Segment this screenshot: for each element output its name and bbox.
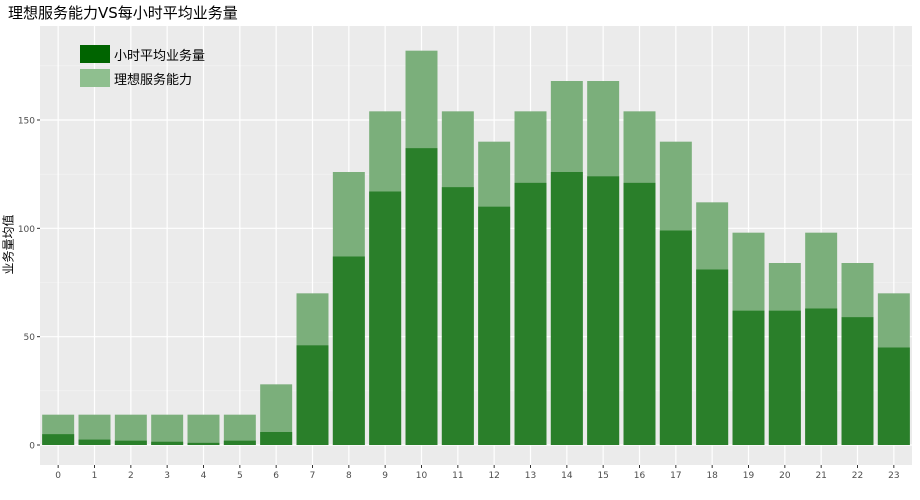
avg-volume-bar — [732, 310, 765, 445]
x-tick-label: 7 — [310, 471, 316, 481]
avg-volume-bar — [78, 439, 111, 445]
x-tick-label: 2 — [128, 471, 134, 481]
x-tick-label: 16 — [634, 471, 646, 481]
x-tick-label: 1 — [92, 471, 98, 481]
legend: 小时平均业务量 理想服务能力 — [80, 42, 205, 90]
legend-item-avg: 小时平均业务量 — [80, 42, 205, 66]
x-tick-label: 22 — [852, 471, 863, 481]
x-tick-label: 5 — [237, 471, 243, 481]
avg-volume-bar — [187, 442, 220, 445]
avg-volume-bar — [369, 191, 402, 445]
x-tick-label: 4 — [201, 471, 207, 481]
x-tick-label: 10 — [416, 471, 428, 481]
avg-volume-bar — [42, 434, 75, 445]
avg-volume-bar — [223, 440, 256, 445]
avg-volume-bar — [514, 182, 547, 446]
avg-volume-bar — [441, 187, 474, 445]
x-tick-label: 23 — [888, 471, 899, 481]
legend-label-avg: 小时平均业务量 — [114, 48, 206, 64]
avg-volume-bar — [296, 345, 329, 445]
avg-volume-bar — [659, 230, 692, 445]
avg-volume-bar — [405, 148, 438, 445]
avg-volume-bar — [550, 172, 583, 445]
x-tick-label: 9 — [382, 471, 388, 481]
avg-volume-bar — [877, 347, 910, 445]
y-tick-label: 0 — [29, 442, 35, 452]
x-tick-label: 14 — [561, 471, 573, 481]
avg-volume-bar — [151, 441, 184, 445]
avg-volume-bar — [805, 308, 838, 445]
avg-volume-bar — [332, 256, 365, 445]
x-tick-label: 11 — [452, 471, 463, 481]
x-tick-label: 8 — [346, 471, 352, 481]
chart-title: 理想服务能力VS每小时平均业务量 — [8, 4, 238, 22]
x-tick-label: 6 — [273, 471, 279, 481]
y-tick-label: 50 — [24, 333, 36, 343]
avg-volume-bar — [696, 269, 729, 445]
x-tick-label: 21 — [815, 471, 826, 481]
legend-item-capacity: 理想服务能力 — [80, 66, 205, 90]
avg-volume-bar — [768, 310, 801, 445]
y-axis-label: 业务量均值 — [1, 214, 16, 275]
x-tick-label: 19 — [743, 471, 755, 481]
y-tick-label: 150 — [18, 117, 35, 127]
legend-swatch-avg — [80, 45, 110, 63]
x-tick-label: 3 — [164, 471, 170, 481]
plot-background — [40, 26, 912, 465]
capacity-bar — [223, 414, 256, 445]
avg-volume-bar — [841, 317, 874, 445]
avg-volume-bar — [114, 440, 147, 445]
avg-volume-bar — [478, 206, 511, 445]
x-tick-label: 0 — [55, 471, 61, 481]
avg-volume-bar — [623, 182, 656, 446]
x-tick-label: 18 — [706, 471, 718, 481]
x-tick-label: 17 — [670, 471, 681, 481]
legend-label-capacity: 理想服务能力 — [114, 72, 193, 88]
capacity-bar — [187, 414, 220, 445]
x-tick-label: 15 — [597, 471, 608, 481]
legend-swatch-capacity — [80, 69, 110, 87]
x-tick-label: 20 — [779, 471, 791, 481]
capacity-bar — [151, 414, 184, 445]
avg-volume-bar — [260, 432, 293, 445]
x-tick-label: 12 — [488, 471, 499, 481]
x-tick-label: 13 — [525, 471, 536, 481]
capacity-bar — [114, 414, 147, 445]
avg-volume-bar — [587, 176, 620, 446]
y-tick-label: 100 — [18, 225, 35, 235]
